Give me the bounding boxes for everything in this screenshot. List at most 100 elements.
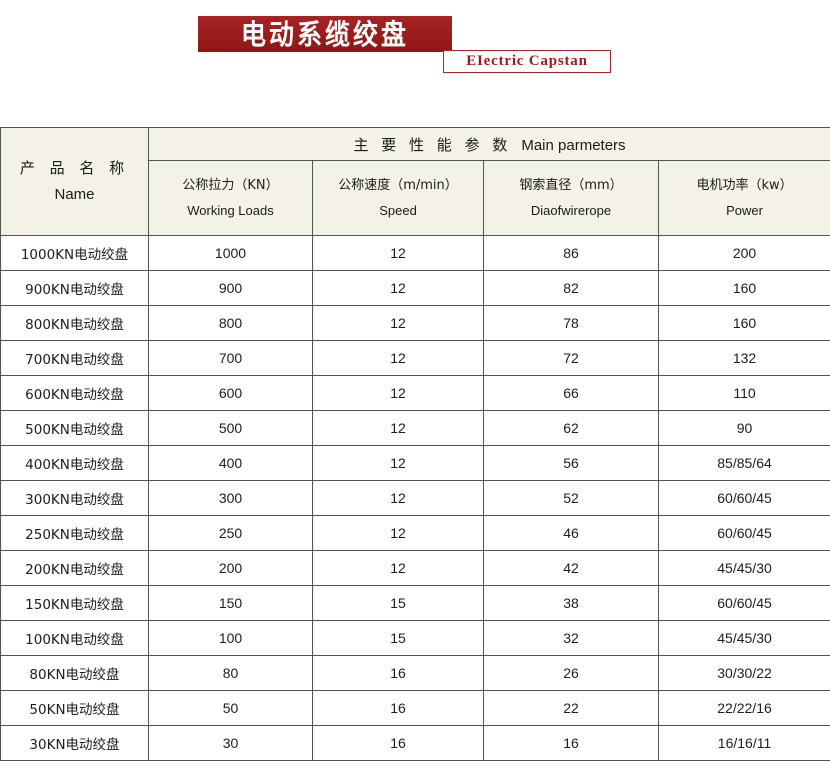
cell-product-name: 600KN电动绞盘 (0, 375, 149, 411)
cell-speed: 15 (312, 620, 484, 656)
table-row: 30KN电动绞盘 30 16 16 16/16/11 (0, 725, 830, 761)
cell-product-name: 80KN电动绞盘 (0, 655, 149, 691)
cell-product-name: 800KN电动绞盘 (0, 305, 149, 341)
page-title-english: EIectric Capstan (466, 53, 588, 69)
cell-working-load: 300 (148, 480, 313, 516)
table-row: 700KN电动绞盘 700 12 72 132 (0, 340, 830, 376)
table-row: 500KN电动绞盘 500 12 62 90 (0, 410, 830, 446)
cell-wire-rope-diameter: 56 (483, 445, 659, 481)
cell-working-load: 200 (148, 550, 313, 586)
cell-working-load: 700 (148, 340, 313, 376)
column-header-name-cn: 产 品 名 称 (19, 159, 130, 178)
cell-speed: 12 (312, 340, 484, 376)
page-banner: 电动系缆绞盘 EIectric Capstan (0, 0, 830, 127)
table-row: 600KN电动绞盘 600 12 66 110 (0, 375, 830, 411)
cell-product-name: 900KN电动绞盘 (0, 270, 149, 306)
cell-working-load: 900 (148, 270, 313, 306)
header-row-columns: 公称拉力（KN） Working Loads 公称速度（m/min） Speed… (1, 160, 830, 236)
title-banner-box: 电动系缆绞盘 (198, 16, 452, 52)
cell-power: 85/85/64 (657, 445, 830, 481)
cell-power: 60/60/45 (657, 585, 830, 621)
cell-working-load: 1000 (148, 235, 313, 271)
table-row: 300KN电动绞盘 300 12 52 60/60/45 (0, 480, 830, 516)
cell-speed: 12 (312, 515, 484, 551)
column-header-working-loads-en: Working Loads (187, 203, 274, 218)
cell-wire-rope-diameter: 82 (483, 270, 659, 306)
cell-wire-rope-diameter: 86 (483, 235, 659, 271)
cell-working-load: 100 (148, 620, 313, 656)
table-row: 400KN电动绞盘 400 12 56 85/85/64 (0, 445, 830, 481)
cell-wire-rope-diameter: 38 (483, 585, 659, 621)
cell-wire-rope-diameter: 52 (483, 480, 659, 516)
page-title-chinese: 电动系缆绞盘 (240, 17, 409, 51)
cell-working-load: 600 (148, 375, 313, 411)
cell-power: 110 (657, 375, 830, 411)
cell-working-load: 800 (148, 305, 313, 341)
cell-product-name: 150KN电动绞盘 (0, 585, 149, 621)
cell-working-load: 30 (148, 725, 313, 761)
cell-wire-rope-diameter: 72 (483, 340, 659, 376)
cell-speed: 12 (312, 410, 484, 446)
cell-working-load: 500 (148, 410, 313, 446)
column-header-working-loads: 公称拉力（KN） Working Loads (148, 160, 313, 236)
table-body: 1000KN电动绞盘 1000 12 86 200 900KN电动绞盘 900 12 82 160… (0, 235, 830, 761)
column-header-group-main-parameters: 主 要 性 能 参 数 Main parmeters (147, 127, 830, 161)
cell-power: 30/30/22 (657, 655, 830, 691)
cell-product-name: 250KN电动绞盘 (0, 515, 149, 551)
cell-power: 160 (657, 305, 830, 341)
cell-wire-rope-diameter: 42 (483, 550, 659, 586)
cell-wire-rope-diameter: 46 (483, 515, 659, 551)
column-header-name: 产 品 名 称 Name (0, 127, 149, 236)
cell-product-name: 300KN电动绞盘 (0, 480, 149, 516)
table-row: 900KN电动绞盘 900 12 82 160 (0, 270, 830, 306)
cell-product-name: 500KN电动绞盘 (0, 410, 149, 446)
table-row: 200KN电动绞盘 200 12 42 45/45/30 (0, 550, 830, 586)
group-header-en: Main parmeters (521, 136, 626, 154)
cell-speed: 15 (312, 585, 484, 621)
group-header-cn: 主 要 性 能 参 数 (353, 135, 512, 154)
cell-power: 60/60/45 (657, 480, 830, 516)
cell-power: 22/22/16 (657, 690, 830, 726)
cell-power: 132 (657, 340, 830, 376)
table-row: 1000KN电动绞盘 1000 12 86 200 (0, 235, 830, 271)
cell-product-name: 1000KN电动绞盘 (0, 235, 149, 271)
cell-working-load: 250 (148, 515, 313, 551)
table-row: 150KN电动绞盘 150 15 38 60/60/45 (0, 585, 830, 621)
cell-working-load: 400 (148, 445, 313, 481)
cell-power: 45/45/30 (657, 550, 830, 586)
cell-speed: 12 (312, 235, 484, 271)
specification-table: 产 品 名 称 Name 主 要 性 能 参 数 Main parmeters 公… (0, 127, 830, 761)
cell-speed: 12 (312, 550, 484, 586)
cell-wire-rope-diameter: 62 (483, 410, 659, 446)
cell-speed: 12 (312, 375, 484, 411)
column-header-speed-en: Speed (379, 203, 417, 218)
cell-wire-rope-diameter: 66 (483, 375, 659, 411)
cell-wire-rope-diameter: 16 (483, 725, 659, 761)
cell-speed: 16 (312, 655, 484, 691)
cell-power: 160 (657, 270, 830, 306)
column-header-power: 电机功率（kw） Power (657, 160, 830, 236)
cell-speed: 12 (312, 270, 484, 306)
header-row-group: 产 品 名 称 Name 主 要 性 能 参 数 Main parmeters (0, 127, 830, 236)
column-header-wire-rope-diameter: 钢索直径（mm） Diaofwirerope (483, 160, 659, 236)
column-header-speed-cn: 公称速度（m/min） (338, 177, 458, 193)
cell-product-name: 400KN电动绞盘 (0, 445, 149, 481)
cell-speed: 12 (312, 305, 484, 341)
cell-speed: 12 (312, 445, 484, 481)
cell-product-name: 100KN电动绞盘 (0, 620, 149, 656)
cell-speed: 16 (312, 690, 484, 726)
table-row: 250KN电动绞盘 250 12 46 60/60/45 (0, 515, 830, 551)
column-header-speed: 公称速度（m/min） Speed (312, 160, 484, 236)
column-header-name-en: Name (54, 185, 95, 203)
cell-product-name: 200KN电动绞盘 (0, 550, 149, 586)
cell-power: 45/45/30 (657, 620, 830, 656)
column-header-power-cn: 电机功率（kw） (696, 177, 793, 193)
cell-working-load: 50 (148, 690, 313, 726)
column-header-wire-rope-diameter-en: Diaofwirerope (530, 203, 612, 218)
cell-product-name: 30KN电动绞盘 (0, 725, 149, 761)
cell-speed: 12 (312, 480, 484, 516)
cell-wire-rope-diameter: 22 (483, 690, 659, 726)
column-header-wire-rope-diameter-cn: 钢索直径（mm） (519, 177, 623, 193)
subtitle-banner-box: EIectric Capstan (443, 50, 611, 73)
table-row: 100KN电动绞盘 100 15 32 45/45/30 (0, 620, 830, 656)
